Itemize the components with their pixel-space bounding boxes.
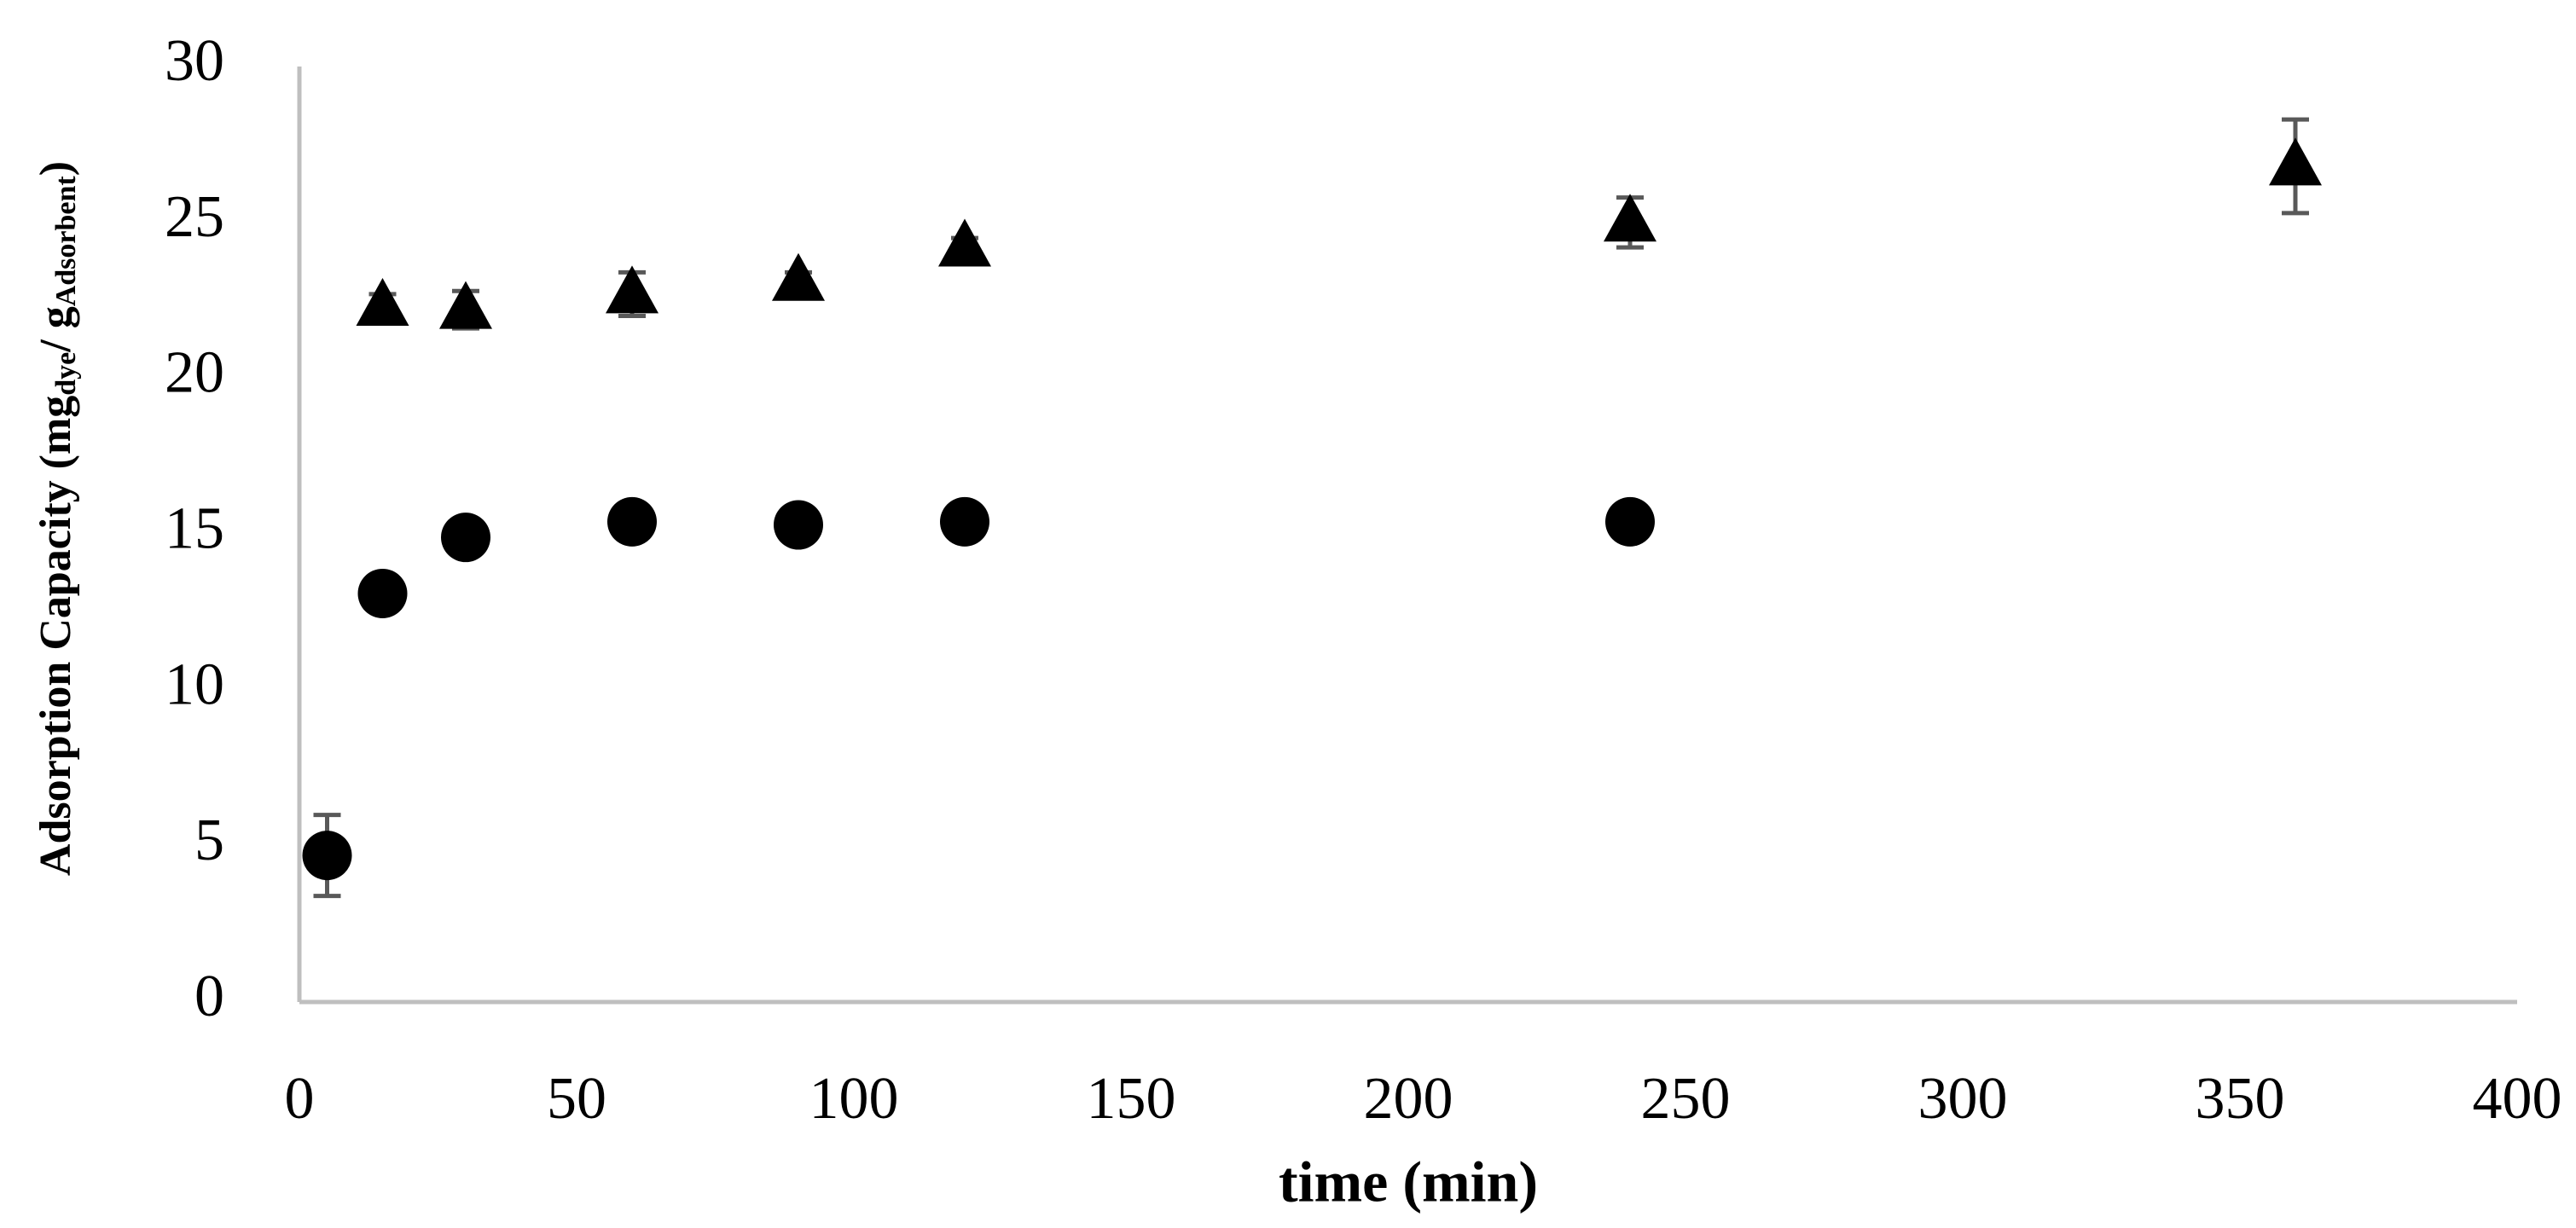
triangle-marker (356, 277, 409, 326)
circle-marker (774, 500, 823, 550)
circle-marker (357, 568, 408, 618)
y-tick-label: 10 (165, 652, 224, 717)
x-tick-label: 50 (547, 1066, 606, 1132)
triangle-marker (938, 218, 991, 267)
x-tick-label: 400 (2473, 1066, 2562, 1132)
triangle-marker (439, 281, 492, 329)
triangle-marker (772, 252, 825, 301)
x-axis-title: time (min) (1279, 1150, 1538, 1214)
y-tick-label: 30 (165, 28, 224, 94)
y-axis-title: Adsorption Capacity (mgdye/ gAdsorbent) (32, 161, 82, 876)
triangle-marker (1604, 194, 1656, 242)
x-tick-label: 0 (285, 1066, 315, 1132)
circle-marker (1605, 496, 1655, 547)
x-tick-label: 350 (2196, 1066, 2285, 1132)
circle-marker (940, 496, 989, 547)
y-tick-label: 25 (165, 184, 224, 250)
x-tick-label: 250 (1641, 1066, 1731, 1132)
y-axis-title-part: / g (32, 306, 80, 352)
y-tick-label: 0 (194, 964, 224, 1029)
y-tick-label: 5 (194, 808, 224, 873)
y-axis-title-part: ) (32, 161, 80, 176)
y-axis-title-part: Adsorption Capacity (mg (32, 396, 80, 876)
y-tick-label: 20 (165, 340, 224, 406)
triangle-marker (606, 265, 659, 314)
x-tick-label: 300 (1918, 1066, 2008, 1132)
y-axis-title-subscript: Adsorbent (50, 176, 82, 307)
circle-marker (302, 831, 352, 881)
triangle-marker (2269, 137, 2322, 186)
circle-marker (607, 496, 657, 547)
y-tick-label: 15 (165, 496, 224, 562)
y-axis-title-subscript: dye (50, 352, 82, 396)
x-tick-label: 200 (1364, 1066, 1453, 1132)
x-tick-label: 150 (1087, 1066, 1176, 1132)
x-tick-label: 100 (809, 1066, 899, 1132)
circle-marker (441, 513, 490, 563)
